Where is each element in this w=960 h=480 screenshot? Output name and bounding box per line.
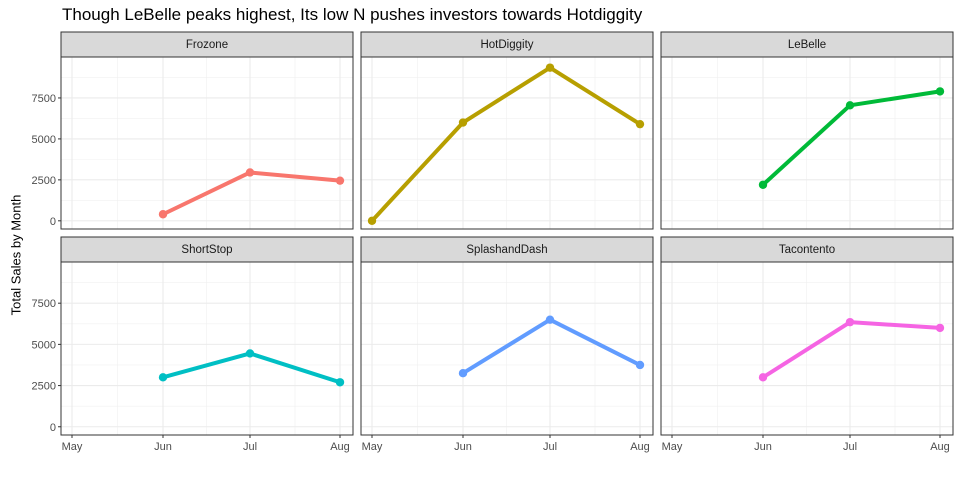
data-point — [335, 378, 345, 387]
facet-strip — [60, 236, 354, 263]
y-tick-label: 7500 — [32, 298, 56, 310]
data-point — [635, 360, 645, 370]
facet-panel-tacontento: Tacontento May Jun Jul Aug — [660, 236, 954, 453]
facet-strip — [360, 236, 654, 263]
data-point — [158, 373, 168, 382]
x-tick-label: May — [662, 441, 683, 453]
data-point — [245, 349, 255, 358]
x-tick-label: May — [62, 441, 83, 453]
panel-background — [61, 262, 353, 435]
facet-strip — [660, 236, 954, 263]
y-tick-label: 0 — [50, 216, 56, 228]
data-point — [245, 168, 255, 177]
panel-border — [660, 56, 954, 230]
panel-border — [60, 56, 354, 230]
data-point — [935, 323, 945, 333]
x-tick-label: Jun — [754, 441, 772, 453]
chart-title: Though LeBelle peaks highest, Its low N … — [62, 5, 643, 24]
y-tick-label: 2500 — [32, 175, 56, 187]
facet-panel-hotdiggity: HotDiggity — [360, 31, 654, 230]
facet-strip-label: SplashandDash — [466, 244, 547, 256]
x-tick-label: Jul — [843, 441, 857, 453]
panel-background — [61, 57, 353, 229]
y-tick-label: 2500 — [32, 381, 56, 393]
facet-panel-frozone: Frozone 0 2500 5000 7500 — [32, 31, 354, 230]
facet-strip-label: ShortStop — [181, 244, 232, 256]
x-tick-label: Jun — [154, 441, 172, 453]
data-point — [758, 180, 768, 189]
data-point — [367, 216, 377, 226]
y-tick-label: 5000 — [32, 339, 56, 351]
data-point — [635, 119, 645, 129]
facet-strip-label: HotDiggity — [480, 39, 533, 51]
x-tick-label: Jul — [543, 441, 557, 453]
data-point — [458, 369, 468, 378]
facet-panel-splashanddash: SplashandDash May Jun Jul Aug — [360, 236, 654, 453]
data-point — [845, 101, 855, 110]
panel-border — [360, 56, 654, 230]
x-tick-label: Aug — [930, 441, 950, 453]
x-tick-label: Jun — [454, 441, 472, 453]
x-tick-label: May — [362, 441, 383, 453]
x-tick-label: Aug — [630, 441, 650, 453]
x-tick-label: Aug — [330, 441, 350, 453]
data-point — [335, 176, 345, 185]
y-tick-label: 5000 — [32, 134, 56, 146]
panel-border — [60, 261, 354, 436]
panel-background — [361, 57, 653, 229]
x-tick-label: Jul — [243, 441, 257, 453]
panel-border — [360, 261, 654, 436]
facet-strip — [360, 31, 654, 58]
panel-border — [660, 261, 954, 436]
data-point — [935, 87, 945, 96]
data-point — [545, 315, 555, 324]
data-point — [458, 118, 468, 127]
series-line — [370, 65, 642, 223]
data-point — [545, 63, 555, 72]
y-tick-label: 7500 — [32, 93, 56, 105]
facet-strip-label: Tacontento — [779, 244, 835, 256]
facet-strip-label: Frozone — [186, 39, 228, 51]
data-point — [845, 317, 855, 327]
data-point — [158, 210, 168, 219]
facet-strip — [660, 31, 954, 58]
facet-strip-label: LeBelle — [788, 39, 826, 51]
facet-panel-lebelle: LeBelle — [660, 31, 954, 230]
data-point — [758, 373, 768, 382]
facet-strip — [60, 31, 354, 58]
facet-panel-shortstop: ShortStop 0 2500 5000 7500 May Jun Jul Aug — [32, 236, 354, 453]
y-tick-label: 0 — [50, 422, 56, 434]
